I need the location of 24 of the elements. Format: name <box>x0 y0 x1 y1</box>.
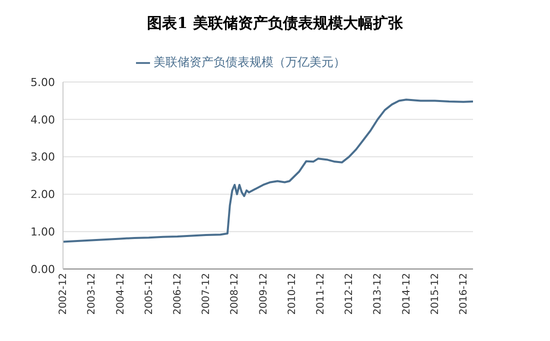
x-tick-label: 2003-12 <box>86 273 98 315</box>
x-tick-label: 2014-12 <box>401 273 412 315</box>
x-tick-label: 2005-12 <box>144 273 155 315</box>
x-tick-label: 2016-12 <box>458 273 470 315</box>
x-tick-label: 2015-12 <box>430 273 441 315</box>
y-tick-label: 4.00 <box>30 113 55 126</box>
x-tick-label: 2009-12 <box>258 273 270 315</box>
x-tick-label: 2007-12 <box>201 273 212 315</box>
y-tick-label: 1.00 <box>30 226 55 239</box>
x-tick-label: 2012-12 <box>344 273 356 315</box>
y-tick-label: 5.00 <box>30 76 55 89</box>
line-series <box>63 98 473 243</box>
x-tick-label: 2010-12 <box>286 273 298 315</box>
chart-title: 图表1 美联储资产负债表规模大幅扩张 <box>146 13 404 34</box>
x-tick-label: 2004-12 <box>115 273 126 315</box>
x-tick-label: 2011-12 <box>316 273 327 315</box>
x-tick-label: 2008-12 <box>230 273 241 315</box>
y-tick-label: 0.00 <box>30 262 55 276</box>
y-tick-label: 2.00 <box>30 188 55 202</box>
legend-label: 美联储资产负债表规模（万亿美元） <box>154 55 346 69</box>
y-tick-label: 3.00 <box>30 150 55 164</box>
x-tick-label: 2002-12 <box>58 273 70 315</box>
x-tick-label: 2006-12 <box>172 273 184 315</box>
x-tick-label: 2013-12 <box>372 273 384 315</box>
